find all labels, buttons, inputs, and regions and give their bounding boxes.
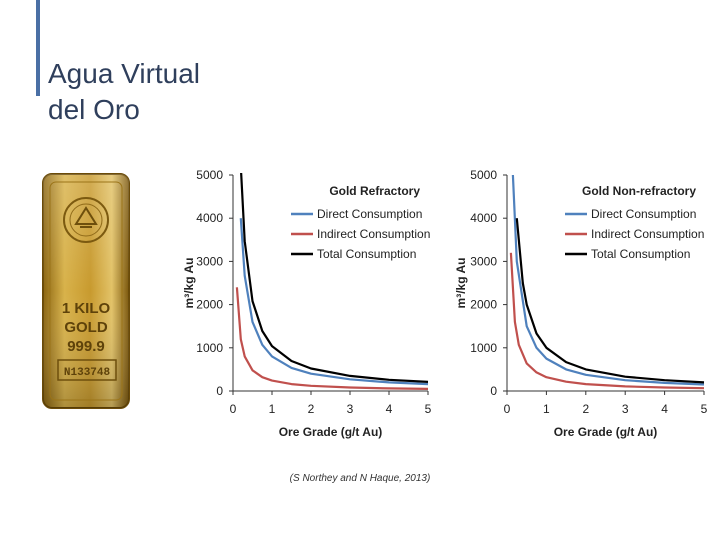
gold-bar-serial: N133748 <box>64 367 111 379</box>
legend-label: Total Consumption <box>317 247 416 261</box>
y-tick-label: 1000 <box>196 341 223 355</box>
y-tick-label: 2000 <box>196 298 223 312</box>
stamp-line: GOLD <box>64 319 107 336</box>
x-axis-label: Ore Grade (g/t Au) <box>554 425 658 439</box>
x-tick-label: 3 <box>347 402 354 416</box>
x-tick-label: 5 <box>425 402 432 416</box>
x-tick-label: 2 <box>308 402 315 416</box>
y-tick-label: 3000 <box>470 254 497 268</box>
y-tick-label: 3000 <box>196 254 223 268</box>
x-tick-label: 1 <box>543 402 550 416</box>
slide-title-line-2: del Oro <box>48 94 140 125</box>
title-accent-bar <box>36 0 40 96</box>
y-axis-label: m³/kg Au <box>182 258 196 309</box>
legend-label: Indirect Consumption <box>591 227 704 241</box>
y-tick-label: 5000 <box>470 168 497 182</box>
y-tick-label: 4000 <box>470 211 497 225</box>
x-tick-label: 0 <box>504 402 511 416</box>
y-tick-label: 1000 <box>470 341 497 355</box>
y-tick-label: 2000 <box>470 298 497 312</box>
y-tick-label: 5000 <box>196 168 223 182</box>
slide-title: Agua Virtual del Oro <box>48 56 200 128</box>
citation-text: (S Northey and N Haque, 2013) <box>289 473 431 484</box>
legend-label: Indirect Consumption <box>317 227 430 241</box>
series-line-total-consumption <box>515 218 705 384</box>
y-tick-label: 0 <box>216 384 223 398</box>
y-axis-label: m³/kg Au <box>454 258 468 309</box>
legend-label: Direct Consumption <box>591 207 696 221</box>
chart-title: Gold Non-refractory <box>582 184 696 198</box>
x-tick-label: 2 <box>582 402 589 416</box>
legend-label: Total Consumption <box>591 247 690 261</box>
series-line-direct-consumption <box>511 174 705 386</box>
series-line-indirect-consumption <box>509 252 705 390</box>
series-line-direct-consumption <box>239 218 429 386</box>
legend-label: Direct Consumption <box>317 207 422 221</box>
chart-title: Gold Refractory <box>329 184 420 198</box>
y-tick-label: 0 <box>490 384 497 398</box>
chart-gold-non-refractory: 0 1000 2000 3000 4000 5000 0 1 2 3 4 5 Ore Grade (g/… <box>454 168 708 439</box>
series-line-total-consumption <box>240 173 429 383</box>
x-tick-label: 0 <box>230 402 237 416</box>
x-axis-label: Ore Grade (g/t Au) <box>279 425 383 439</box>
stamp-line: 999.9 <box>67 338 105 355</box>
x-tick-label: 4 <box>661 402 668 416</box>
slide-title-line-1: Agua Virtual <box>48 58 201 89</box>
x-tick-label: 5 <box>701 402 708 416</box>
y-tick-label: 4000 <box>196 211 223 225</box>
x-tick-label: 1 <box>269 402 276 416</box>
stamp-line: 1 KILO <box>62 300 111 317</box>
series-line-indirect-consumption <box>235 287 429 390</box>
x-tick-label: 3 <box>622 402 629 416</box>
x-tick-label: 4 <box>386 402 393 416</box>
chart-gold-refractory: 0 1000 2000 3000 4000 5000 0 1 2 3 4 5 Ore Grade (g/… <box>182 168 432 439</box>
gold-bar-stamp: 1 KILO GOLD 999.9 <box>62 300 111 355</box>
gold-bullion-bar-icon: 1 KILO GOLD 999.9 N133748 <box>42 173 130 409</box>
